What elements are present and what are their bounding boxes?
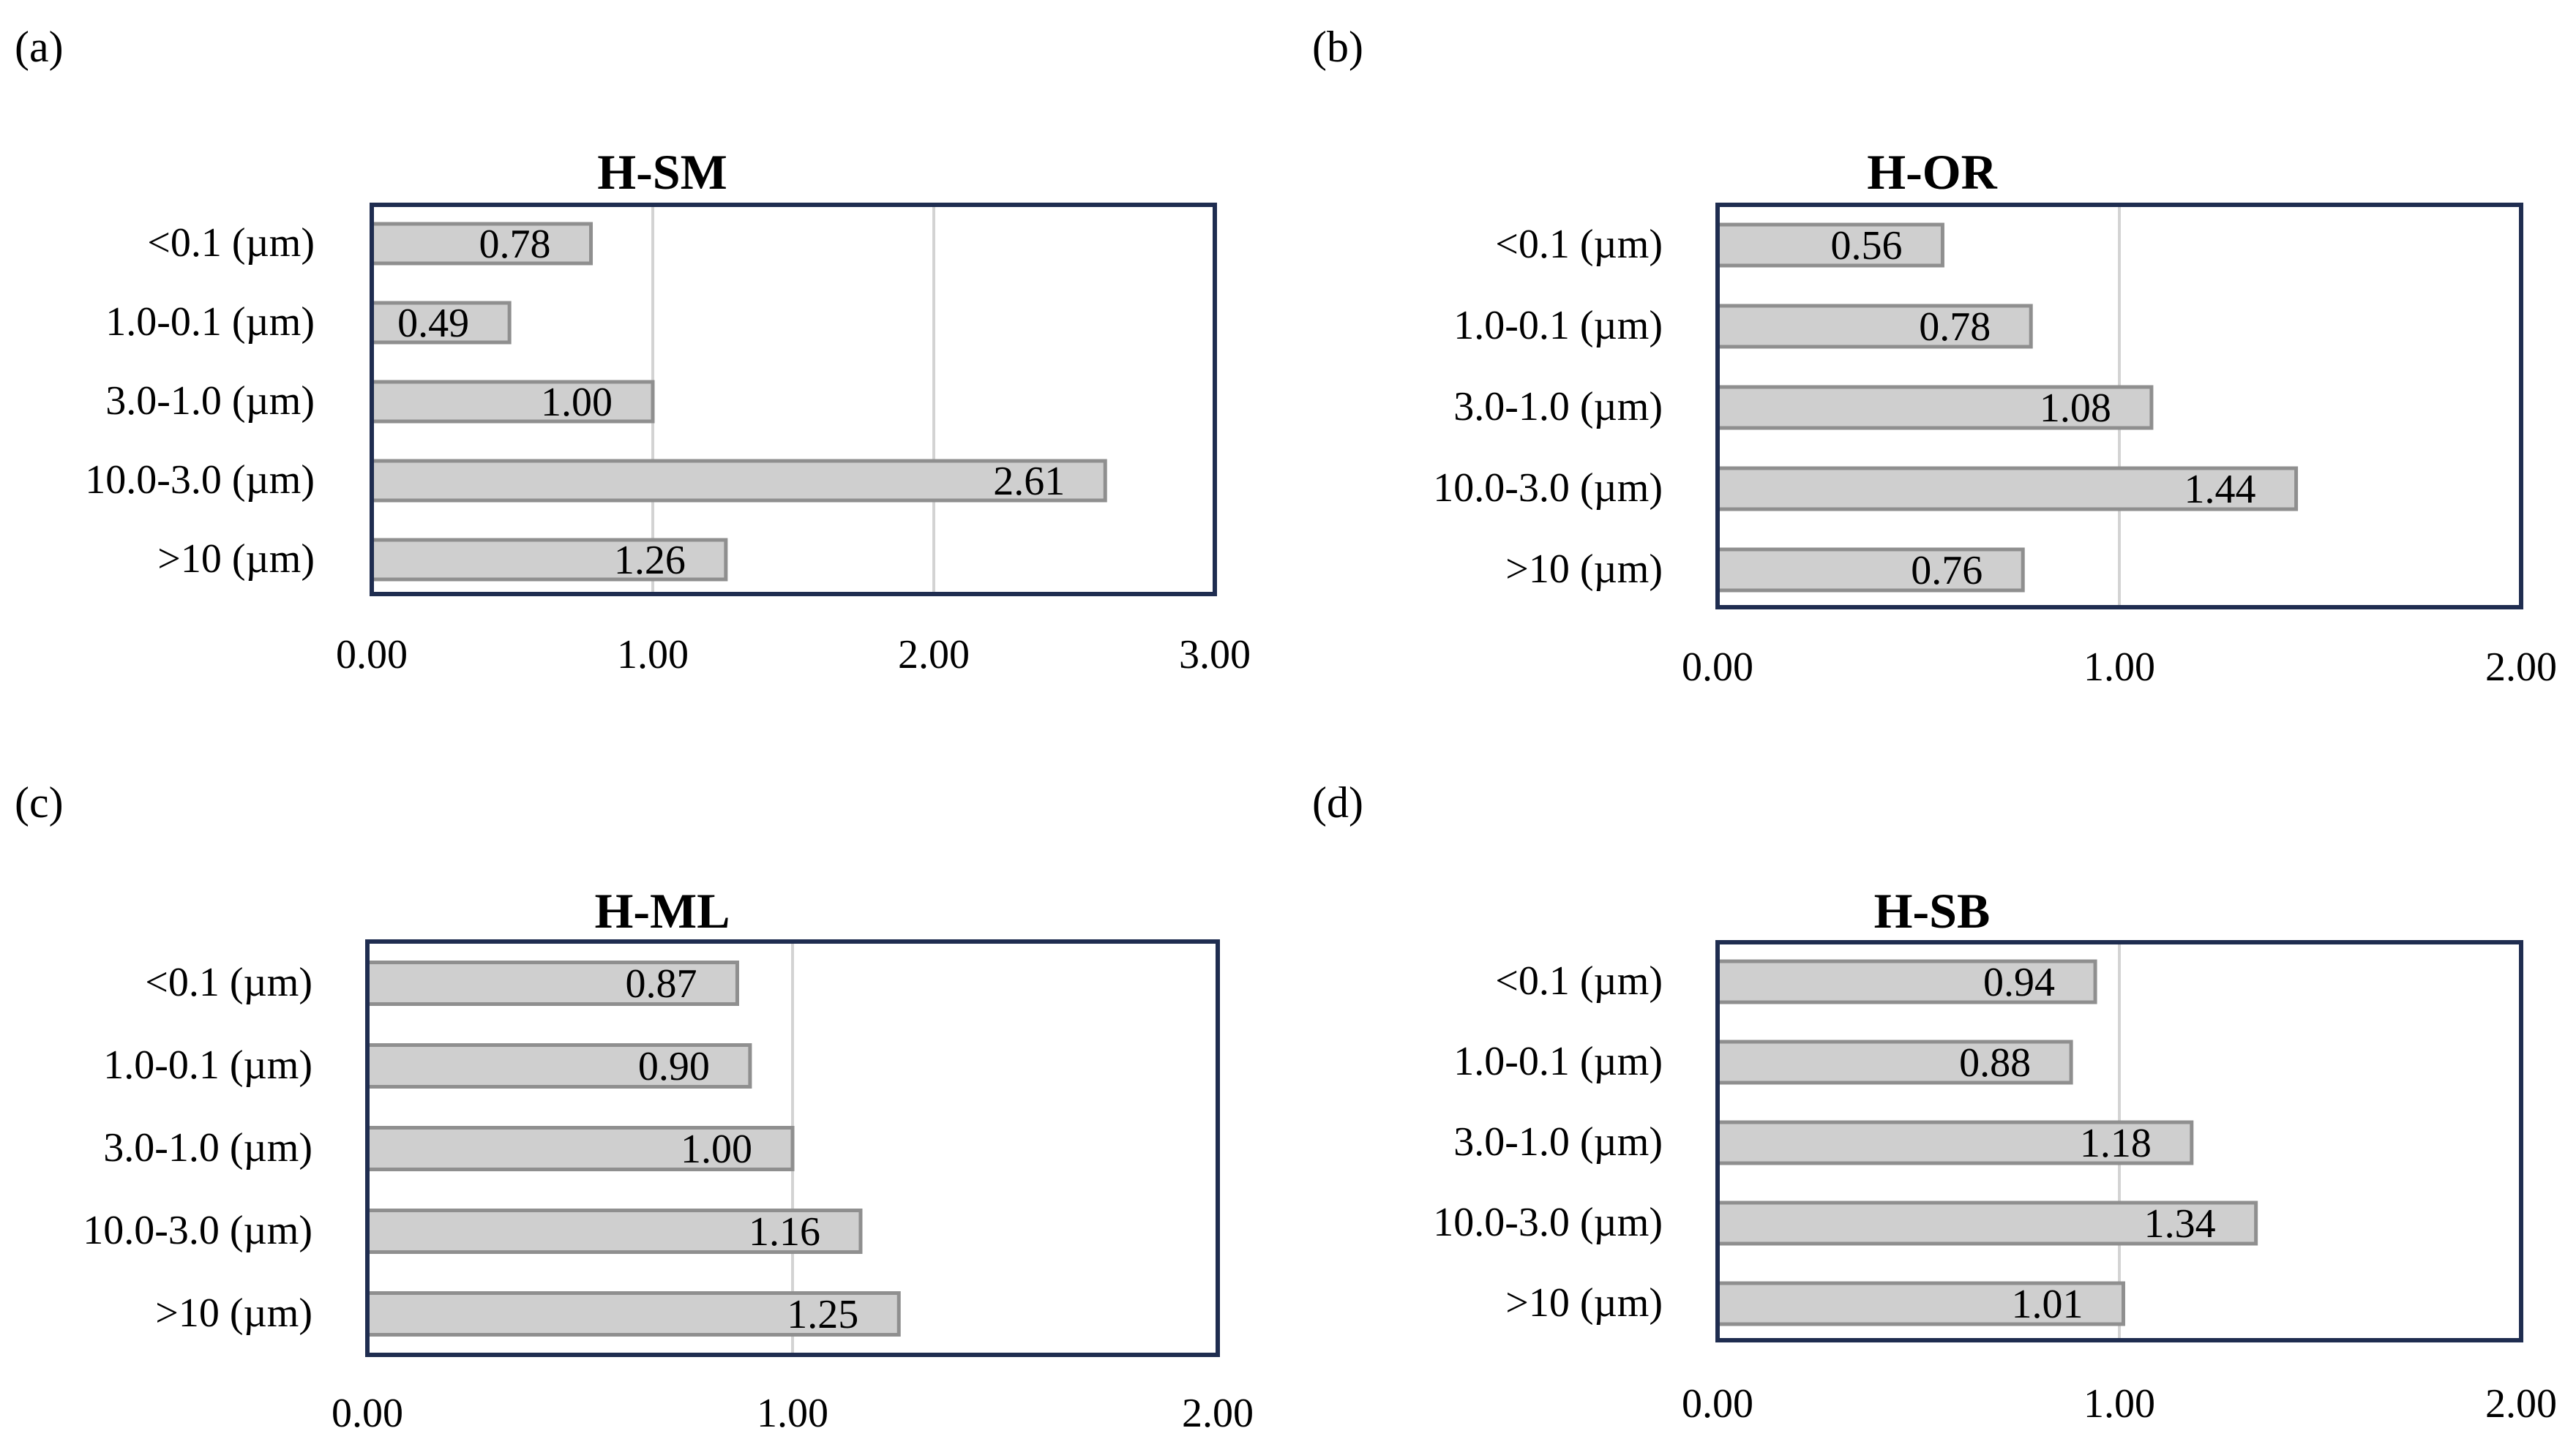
data-label: 0.94 [1983,960,2055,1005]
category-label: 3.0-1.0 (µm) [1453,1119,1663,1165]
x-tick-label: 1.00 [2083,645,2155,690]
bar[interactable] [1715,547,2025,593]
category-label: 1.0-0.1 (µm) [1453,303,1663,348]
category-label: 10.0-3.0 (µm) [1433,1200,1663,1245]
x-tick-label: 2.00 [2485,645,2557,690]
data-label: 1.44 [2184,467,2256,512]
x-tick-label: 0.00 [332,1391,403,1436]
data-label: 1.25 [787,1292,858,1337]
panel-label: (c) [15,778,64,827]
data-label: 1.26 [614,538,686,583]
bar[interactable] [1715,222,1944,268]
panel-label: (d) [1312,778,1363,827]
data-label: 0.76 [1911,548,1982,593]
chart-title: H-OR [1867,144,1997,200]
bar[interactable] [1715,1040,2073,1085]
category-label: 10.0-3.0 (µm) [1433,465,1663,511]
category-label: 10.0-3.0 (µm) [83,1208,312,1253]
category-label: 1.0-0.1 (µm) [1453,1039,1663,1084]
data-label: 1.34 [2144,1201,2216,1247]
x-tick-label: 2.00 [898,632,970,677]
bar[interactable] [370,538,728,582]
data-label: 1.00 [541,380,613,425]
plot-frame [1715,203,2523,609]
panel-label: (b) [1312,23,1363,71]
category-label: <0.1 (µm) [1495,958,1663,1004]
bar[interactable] [1715,1120,2194,1165]
x-tick-label: 1.00 [617,632,689,677]
x-tick-label: 2.00 [2485,1381,2557,1427]
x-tick-label: 3.00 [1179,632,1251,677]
category-label: 10.0-3.0 (µm) [85,457,315,503]
x-tick-label: 0.00 [1682,645,1753,690]
category-label: <0.1 (µm) [147,220,315,266]
chart-title: H-ML [594,883,730,939]
bar[interactable] [365,1291,901,1337]
category-label: >10 (µm) [1505,546,1663,592]
x-tick-label: 0.00 [1682,1381,1753,1427]
chart-panel-3: (d) H-SB <0.1 (µm) 0.94 1.0-0.1 (µm) 0.88 3.0-… [1312,778,2557,1427]
category-label: 1.0-0.1 (µm) [103,1042,312,1088]
category-label: 3.0-1.0 (µm) [1453,384,1663,429]
data-label: 0.87 [625,961,697,1007]
data-label: 1.18 [2080,1121,2152,1166]
data-label: 0.90 [638,1044,710,1089]
data-label: 0.78 [479,222,551,267]
panel-label: (a) [15,23,64,71]
category-label: 1.0-0.1 (µm) [105,299,315,345]
data-label: 0.78 [1919,304,1991,350]
data-label: 0.56 [1830,223,1902,268]
category-label: >10 (µm) [1505,1280,1663,1326]
chart-title: H-SB [1874,883,1991,939]
category-label: <0.1 (µm) [1495,222,1663,267]
data-label: 2.61 [993,459,1065,504]
plot-frame [1715,940,2523,1342]
category-label: 3.0-1.0 (µm) [103,1125,312,1171]
category-label: <0.1 (µm) [145,960,312,1005]
data-label: 0.49 [397,301,469,346]
category-label: 3.0-1.0 (µm) [105,378,315,424]
chart-panel-1: (b) H-OR <0.1 (µm) 0.56 1.0-0.1 (µm) 0.78 3.0-… [1312,23,2557,690]
data-label: 1.00 [681,1127,752,1172]
bar[interactable] [370,301,512,345]
data-label: 1.08 [2040,386,2111,431]
chart-panel-0: (a) H-SM <0.1 (µm) 0.78 1.0-0.1 (µm) 0.49 3.0-… [15,23,1251,677]
chart-panel-2: (c) H-ML <0.1 (µm) 0.87 1.0-0.1 (µm) 0.90 3.0-… [15,778,1254,1436]
bar[interactable] [1715,1281,2125,1326]
data-label: 1.01 [2011,1282,2083,1327]
chart-title: H-SM [597,144,727,200]
bar[interactable] [365,961,739,1006]
plot-frame [365,939,1220,1357]
x-tick-label: 1.00 [757,1391,828,1436]
category-label: >10 (µm) [157,536,315,582]
data-label: 0.88 [1959,1040,2031,1086]
data-label: 1.16 [749,1209,820,1255]
x-tick-label: 2.00 [1182,1391,1254,1436]
bar[interactable] [1715,1201,2258,1246]
x-tick-label: 1.00 [2083,1381,2155,1427]
x-tick-label: 0.00 [336,632,408,677]
plot-frame [370,203,1217,596]
category-label: >10 (µm) [155,1290,312,1336]
